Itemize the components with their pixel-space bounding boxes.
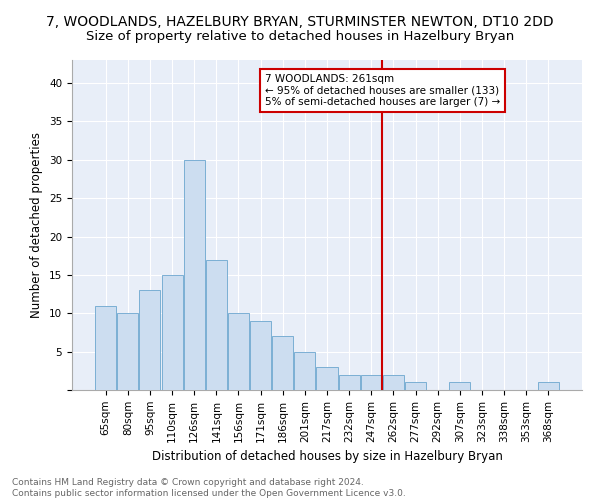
Bar bbox=[338, 374, 359, 390]
Y-axis label: Number of detached properties: Number of detached properties bbox=[31, 132, 43, 318]
Text: Size of property relative to detached houses in Hazelbury Bryan: Size of property relative to detached ho… bbox=[86, 30, 514, 43]
Bar bbox=[383, 374, 404, 390]
X-axis label: Distribution of detached houses by size in Hazelbury Bryan: Distribution of detached houses by size … bbox=[152, 450, 502, 463]
Text: Contains HM Land Registry data © Crown copyright and database right 2024.
Contai: Contains HM Land Registry data © Crown c… bbox=[12, 478, 406, 498]
Bar bbox=[184, 160, 205, 390]
Bar bbox=[361, 374, 382, 390]
Bar bbox=[250, 321, 271, 390]
Bar bbox=[161, 275, 182, 390]
Bar bbox=[538, 382, 559, 390]
Bar bbox=[95, 306, 116, 390]
Text: 7 WOODLANDS: 261sqm
← 95% of detached houses are smaller (133)
5% of semi-detach: 7 WOODLANDS: 261sqm ← 95% of detached ho… bbox=[265, 74, 500, 107]
Bar bbox=[228, 314, 249, 390]
Bar bbox=[272, 336, 293, 390]
Text: 7, WOODLANDS, HAZELBURY BRYAN, STURMINSTER NEWTON, DT10 2DD: 7, WOODLANDS, HAZELBURY BRYAN, STURMINST… bbox=[46, 15, 554, 29]
Bar bbox=[139, 290, 160, 390]
Bar bbox=[206, 260, 227, 390]
Bar bbox=[449, 382, 470, 390]
Bar bbox=[405, 382, 426, 390]
Bar bbox=[118, 314, 139, 390]
Bar bbox=[295, 352, 316, 390]
Bar bbox=[316, 367, 338, 390]
